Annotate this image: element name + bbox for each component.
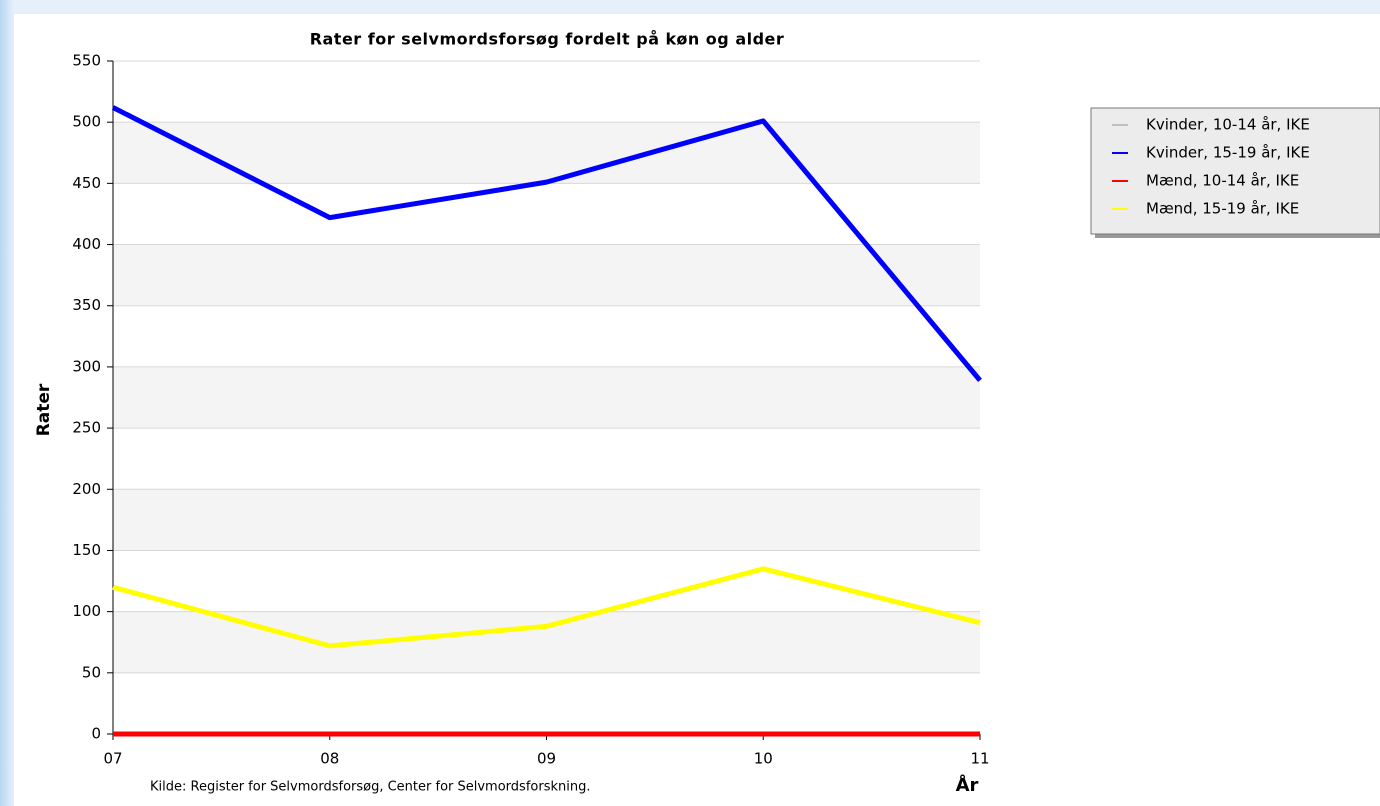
x-tick-label: 11 [970, 750, 989, 768]
series-line [111, 105, 982, 382]
y-tick-label: 50 [82, 663, 101, 681]
x-tick-label: 10 [754, 750, 773, 768]
y-tick-label: 100 [72, 602, 101, 620]
x-tick-label: 09 [537, 750, 556, 768]
y-tick-label: 0 [91, 725, 101, 743]
y-tick-label: 550 [72, 52, 101, 70]
x-tick-label: 07 [103, 750, 122, 768]
grid-band [113, 244, 980, 306]
y-tick-label: 200 [72, 480, 101, 498]
x-axis-label: År [956, 773, 979, 796]
grid-band [113, 611, 980, 673]
source-note: Kilde: Register for Selvmordsforsøg, Cen… [150, 780, 590, 795]
legend [1090, 107, 1380, 235]
plot-area [107, 60, 982, 740]
y-tick-label: 350 [72, 296, 101, 314]
legend-label: Mænd, 10-14 år, IKE [1146, 172, 1299, 190]
legend-label: Mænd, 15-19 år, IKE [1146, 200, 1299, 218]
y-tick-label: 450 [72, 174, 101, 192]
legend-label: Kvinder, 10-14 år, IKE [1146, 116, 1310, 134]
series-line [112, 566, 981, 649]
y-tick-label: 300 [72, 357, 101, 375]
y-tick-label: 500 [72, 113, 101, 131]
grid-band [113, 489, 980, 551]
legend-label: Kvinder, 15-19 år, IKE [1146, 144, 1310, 162]
y-tick-label: 400 [72, 235, 101, 253]
y-axis-label: Rater [34, 383, 54, 436]
y-tick-label: 150 [72, 541, 101, 559]
y-tick-label: 250 [72, 419, 101, 437]
chart-title: Rater for selvmordsforsøg fordelt på køn… [310, 30, 785, 49]
grid-band [113, 122, 980, 184]
grid-band [113, 366, 980, 429]
x-tick-label: 08 [320, 750, 339, 768]
